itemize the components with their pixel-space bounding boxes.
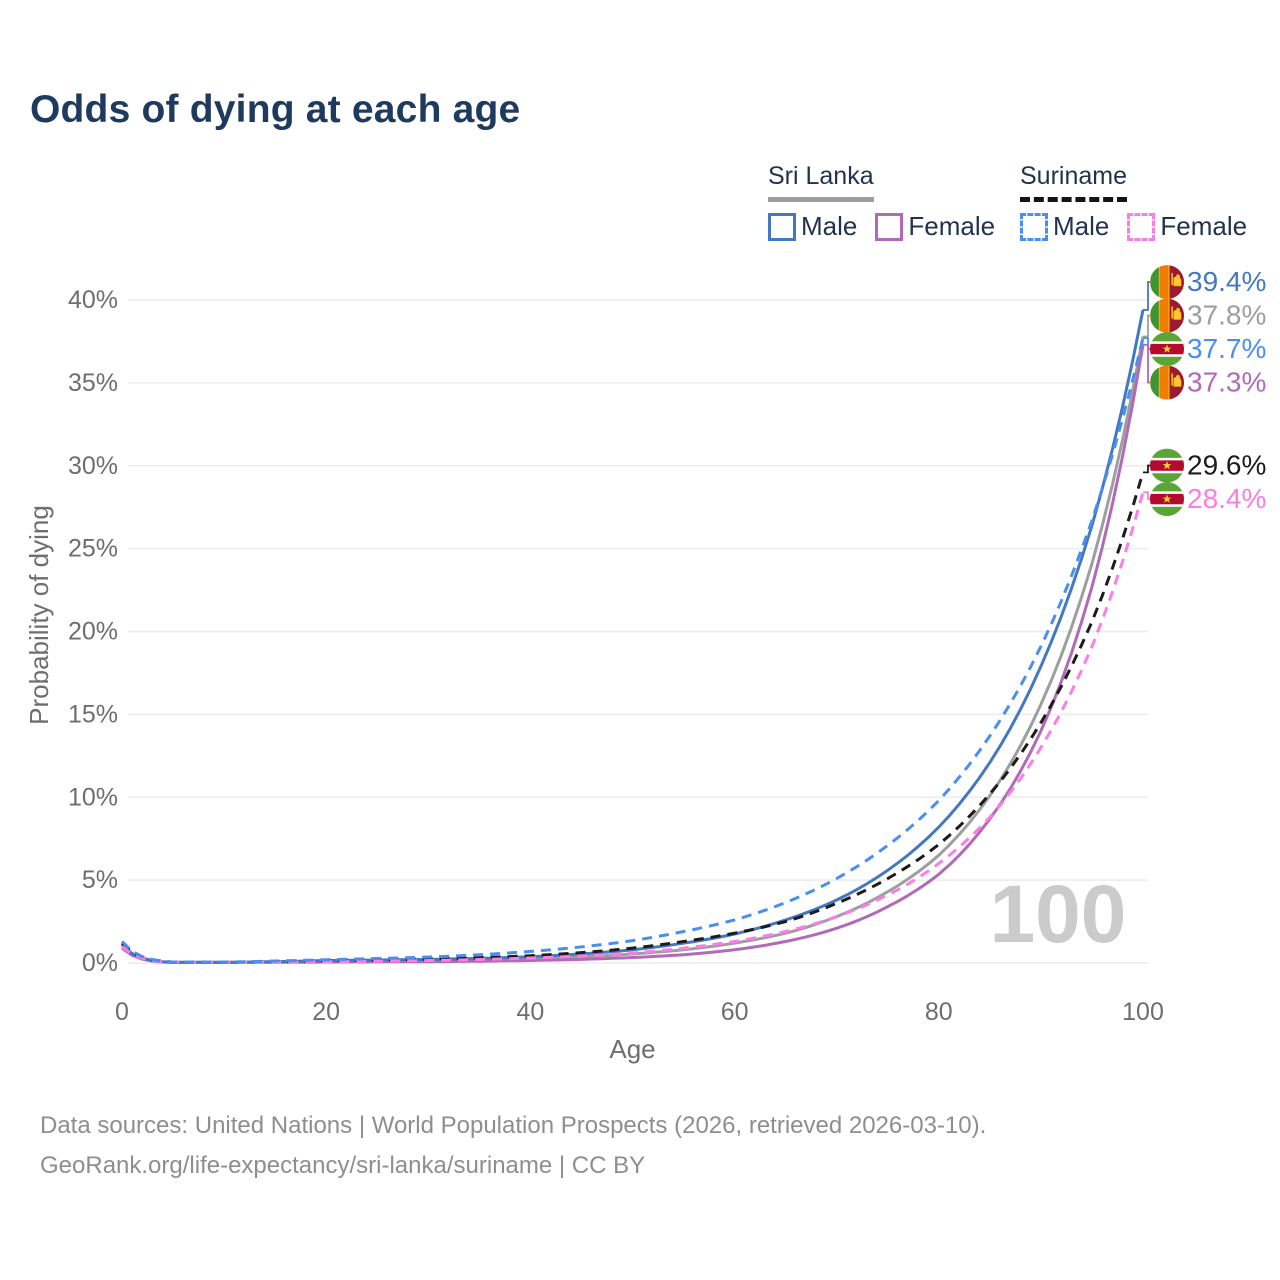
footer: Data sources: United Nations | World Pop… (40, 1106, 986, 1186)
legend-item-label: Female (1160, 211, 1248, 241)
suriname-flag-icon (1150, 332, 1184, 366)
legend-group-suriname: Suriname Male Female (1020, 162, 1247, 242)
legend-item-label: Male (1053, 211, 1110, 241)
suriname-flag-icon (1150, 482, 1184, 516)
end-label-value-suriname: 29.6% (1187, 450, 1266, 481)
end-label-connector (1143, 281, 1150, 311)
x-tick-label: 20 (312, 998, 340, 1026)
x-axis-title: Age (609, 1034, 655, 1064)
series-line-suriname-male[interactable] (120, 337, 1145, 964)
end-label-value-suriname-male: 37.7% (1187, 333, 1266, 364)
end-label-value-sri-lanka-female: 37.3% (1187, 367, 1266, 398)
y-tick-label: 30% (68, 452, 118, 480)
x-tick-label: 60 (721, 998, 749, 1026)
sri-lanka-flag-icon (1150, 299, 1184, 333)
suriname-flag-icon (1150, 449, 1184, 483)
legend-item-suriname-female[interactable]: Female (1127, 211, 1247, 242)
legend-country-sri-lanka[interactable]: Sri Lanka (768, 162, 874, 202)
y-tick-label: 15% (68, 700, 118, 728)
legend-item-suriname-male[interactable]: Male (1020, 211, 1109, 242)
y-tick-label: 5% (82, 866, 118, 894)
legend-group-sri-lanka: Sri Lanka Male Female (768, 162, 995, 242)
series-line-sri-lanka-male[interactable] (121, 309, 1145, 964)
watermark-age: 100 (990, 869, 1127, 960)
end-label-layer: 39.4%37.8%37.7%37.3% 29.6%28.4% (1143, 265, 1266, 516)
end-label-connector (1143, 464, 1150, 474)
legend-country-suriname[interactable]: Suriname (1020, 162, 1127, 202)
end-label-connector (1143, 314, 1150, 338)
x-tick-label: 40 (516, 998, 544, 1026)
legend-item-sri-lanka-male[interactable]: Male (768, 211, 857, 242)
legend: Sri Lanka Male Female Suriname Male Fema… (0, 162, 1280, 242)
grid-layer (128, 299, 1148, 964)
axis-layer: 0% 5% 10% 15% 20% 25% 30% 35% 40% 0 20 40 60 80 100 Age… (24, 286, 1164, 1064)
footer-attribution: GeoRank.org/life-expectancy/sri-lanka/su… (40, 1152, 646, 1179)
sri-lanka-male-swatch (768, 212, 796, 241)
series-layer (120, 309, 1145, 964)
end-label-value-sri-lanka-male: 39.4% (1187, 266, 1266, 297)
end-label-connector (1143, 337, 1150, 350)
y-tick-label: 20% (68, 618, 118, 646)
end-label-value-suriname-female: 28.4% (1187, 483, 1266, 514)
end-label-connector (1143, 491, 1150, 500)
suriname-female-swatch (1127, 212, 1156, 241)
legend-item-sri-lanka-female[interactable]: Female (875, 211, 995, 242)
y-tick-label: 40% (68, 286, 118, 314)
sri-lanka-flag-icon (1150, 366, 1184, 400)
x-tick-label: 80 (925, 998, 953, 1026)
end-label-value-sri-lanka: 37.8% (1187, 300, 1266, 331)
sri-lanka-flag-icon (1150, 265, 1184, 299)
watermark-layer: 100 (990, 869, 1127, 960)
y-axis-title: Probability of dying (24, 505, 54, 725)
x-tick-label: 0 (115, 998, 129, 1026)
legend-item-label: Female (908, 211, 996, 241)
footer-data-sources: Data sources: United Nations | World Pop… (40, 1112, 987, 1139)
page-title: Odds of dying at each age (30, 88, 521, 131)
x-tick-label: 100 (1122, 998, 1164, 1026)
y-tick-label: 10% (68, 783, 118, 811)
legend-item-label: Male (801, 211, 858, 241)
y-tick-label: 0% (82, 949, 118, 977)
y-tick-label: 35% (68, 369, 118, 397)
y-tick-label: 25% (68, 535, 118, 563)
sri-lanka-female-swatch (875, 212, 904, 241)
suriname-male-swatch (1020, 212, 1048, 241)
end-label-connector (1143, 343, 1150, 384)
